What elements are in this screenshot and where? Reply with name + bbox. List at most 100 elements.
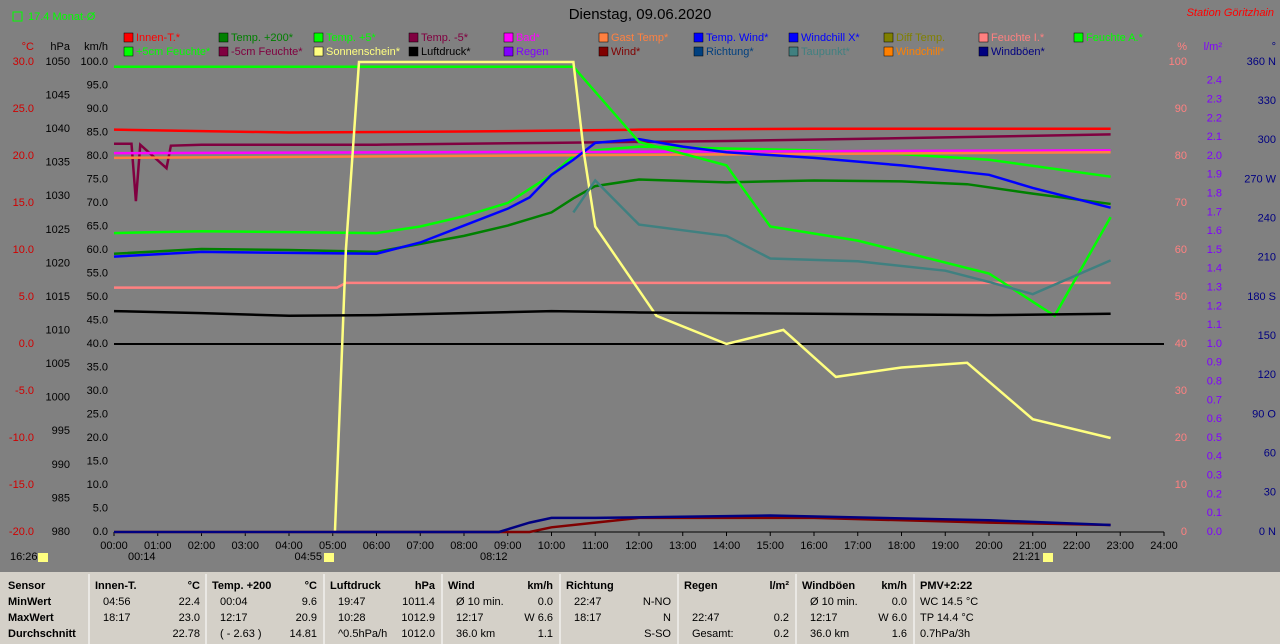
sun-time: 00:14 — [128, 551, 156, 563]
stats-time: 12:17 — [456, 612, 484, 624]
stats-header: Regen — [684, 580, 718, 592]
stats-value: 1012.9 — [401, 612, 435, 624]
legend-label: Windböen* — [991, 46, 1046, 58]
series-line — [113, 149, 1111, 155]
legend-swatch — [693, 32, 704, 43]
stats-header: Wind — [448, 580, 475, 592]
stats-header: Luftdruck — [330, 580, 382, 592]
y-tick-label: 1045 — [46, 89, 70, 101]
y-tick-label: 2.3 — [1207, 94, 1222, 106]
legend-swatch — [598, 32, 609, 43]
y-tick-label: 120 — [1258, 369, 1276, 381]
y-tick-label: 90.0 — [87, 103, 108, 115]
stats-time: Gesamt: — [692, 628, 734, 640]
y-tick-label: 2.0 — [1207, 150, 1222, 162]
y-tick-label: 10.0 — [87, 479, 108, 491]
series-line — [114, 516, 1111, 534]
legend-label: Richtung* — [706, 46, 754, 58]
y-tick-label: 0 — [1181, 526, 1187, 538]
y-tick-label: 20.0 — [13, 150, 34, 162]
series-line — [113, 150, 1111, 160]
stats-time: 22:47 — [692, 612, 720, 624]
y-tick-label: 40 — [1175, 338, 1187, 350]
stats-value: W 6.6 — [524, 612, 553, 624]
stats-time: 22:47 — [574, 596, 602, 608]
y-tick-label: 1040 — [46, 123, 70, 135]
stats-time: 00:04 — [220, 596, 248, 608]
y-tick-label: 50.0 — [87, 291, 108, 303]
axis-unit: l/m² — [1204, 41, 1223, 53]
month-average: 17.4 Monat-Ø — [28, 11, 96, 23]
legend-swatch — [218, 46, 229, 57]
y-tick-label: 0.6 — [1207, 413, 1222, 425]
y-tick-label: 5.0 — [19, 291, 34, 303]
x-tick-label: 08:00 — [450, 540, 478, 552]
y-tick-label: 990 — [52, 459, 70, 471]
y-tick-label: 60 — [1175, 244, 1187, 256]
stats-time: 18:17 — [574, 612, 602, 624]
y-tick-label: 20.0 — [87, 432, 108, 444]
stats-value: 22.78 — [172, 628, 200, 640]
y-tick-label: 35.0 — [87, 361, 108, 373]
axis-unit: ° — [1272, 41, 1276, 53]
y-tick-label: 0.8 — [1207, 376, 1222, 388]
stats-unit: km/h — [881, 580, 907, 592]
x-tick-label: 15:00 — [756, 540, 784, 552]
legend-label: Windchill X* — [801, 32, 860, 44]
legend-label: Temp. +5* — [326, 32, 377, 44]
background — [0, 0, 1280, 572]
y-tick-label: 985 — [52, 492, 70, 504]
y-tick-label: 90 O — [1252, 408, 1276, 420]
y-tick-label: 25.0 — [87, 408, 108, 420]
legend-label: -5cm Feuchte* — [231, 46, 303, 58]
y-tick-label: 1.8 — [1207, 188, 1222, 200]
legend-label: Innen-T.* — [136, 32, 181, 44]
legend-swatch — [1073, 32, 1084, 43]
y-tick-label: 1010 — [46, 324, 70, 336]
y-tick-label: 85.0 — [87, 126, 108, 138]
x-tick-label: 06:00 — [363, 540, 391, 552]
y-tick-label: 270 W — [1244, 173, 1276, 185]
stats-value: W 6.0 — [878, 612, 907, 624]
legend-label: Sonnenschein* — [326, 46, 401, 58]
y-tick-label: 80 — [1175, 150, 1187, 162]
legend-swatch — [408, 46, 419, 57]
legend-swatch — [313, 32, 324, 43]
legend-label: +5cm Feuchte* — [136, 46, 211, 58]
x-tick-label: 20:00 — [975, 540, 1003, 552]
legend-label: Taupunkt* — [801, 46, 851, 58]
stats-value: 0.0 — [538, 596, 553, 608]
stats-value: 1012.0 — [401, 628, 435, 640]
stats-time: ( - 2.63 ) — [220, 628, 262, 640]
legend-swatch — [788, 32, 799, 43]
y-tick-label: 2.4 — [1207, 75, 1222, 87]
legend-swatch — [788, 46, 799, 57]
y-tick-label: 60 — [1264, 448, 1276, 460]
x-tick-label: 07:00 — [406, 540, 434, 552]
y-tick-label: 0.5 — [1207, 432, 1222, 444]
legend-label: Bad* — [516, 32, 541, 44]
stats-header: PMV+2:22 — [920, 580, 972, 592]
legend-label: Temp. +200* — [231, 32, 294, 44]
y-tick-label: 300 — [1258, 134, 1276, 146]
stats-value: 23.0 — [179, 612, 200, 624]
legend-label: Temp. -5* — [421, 32, 469, 44]
stats-row-label: MaxWert — [8, 612, 54, 624]
x-tick-label: 11:00 — [582, 540, 609, 552]
y-tick-label: 100 — [1169, 56, 1187, 68]
series-line — [114, 514, 1111, 534]
stats-row-label: Durchschnitt — [8, 628, 76, 640]
y-tick-label: 0.0 — [93, 526, 108, 538]
y-tick-label: 30 — [1264, 487, 1276, 499]
legend-swatch — [978, 32, 989, 43]
y-tick-label: 75.0 — [87, 173, 108, 185]
stats-line: TP 14.4 °C — [920, 612, 974, 624]
y-tick-label: 25.0 — [13, 103, 34, 115]
legend-label: Temp. Wind* — [706, 32, 769, 44]
x-tick-label: 12:00 — [625, 540, 653, 552]
y-tick-label: 15.0 — [13, 197, 34, 209]
legend-label: Regen — [516, 46, 548, 58]
y-tick-label: 1.0 — [1207, 338, 1222, 350]
series-line — [114, 133, 1111, 202]
